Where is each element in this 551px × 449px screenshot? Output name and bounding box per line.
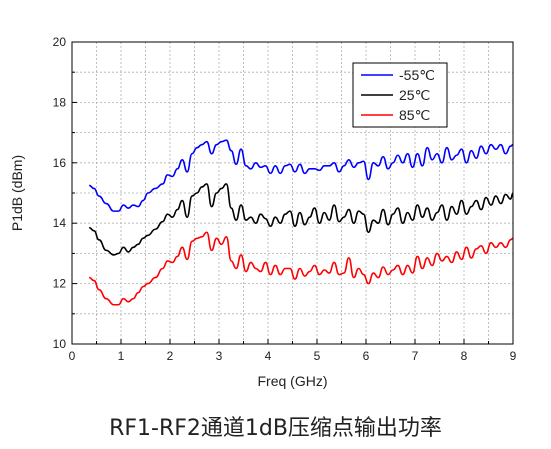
x-tick-label: 9 [510, 349, 517, 363]
legend-label-0: -55℃ [399, 67, 435, 83]
x-tick-label: 4 [265, 349, 272, 363]
series-line-0 [89, 139, 514, 212]
y-tick-label: 18 [53, 95, 67, 109]
y-tick-label: 10 [53, 337, 67, 351]
series-layer [89, 139, 514, 306]
y-axis-label: P1dB (dBm) [9, 155, 25, 231]
grid-lines [72, 42, 513, 344]
legend: -55℃ 25℃ 85℃ [352, 62, 448, 128]
x-tick-label: 1 [118, 349, 125, 363]
y-tick-label: 12 [53, 277, 67, 291]
x-tick-label: 8 [461, 349, 468, 363]
series-line-2 [89, 231, 514, 306]
x-tick-label: 7 [412, 349, 419, 363]
y-tick-label: 16 [53, 156, 67, 170]
x-tick-label: 3 [216, 349, 223, 363]
legend-label-1: 25℃ [399, 87, 430, 103]
x-axis-label: Freq (GHz) [258, 373, 328, 389]
series-line-1 [89, 183, 514, 256]
x-tick-label: 5 [314, 349, 321, 363]
legend-label-2: 85℃ [399, 107, 430, 123]
x-tick-label: 6 [363, 349, 370, 363]
x-tick-label: 2 [167, 349, 174, 363]
x-tick-label: 0 [69, 349, 76, 363]
chart-caption: RF1-RF2通道1dB压缩点输出功率 [109, 416, 442, 441]
y-tick-label: 14 [53, 216, 67, 230]
y-tick-label: 20 [53, 35, 67, 49]
